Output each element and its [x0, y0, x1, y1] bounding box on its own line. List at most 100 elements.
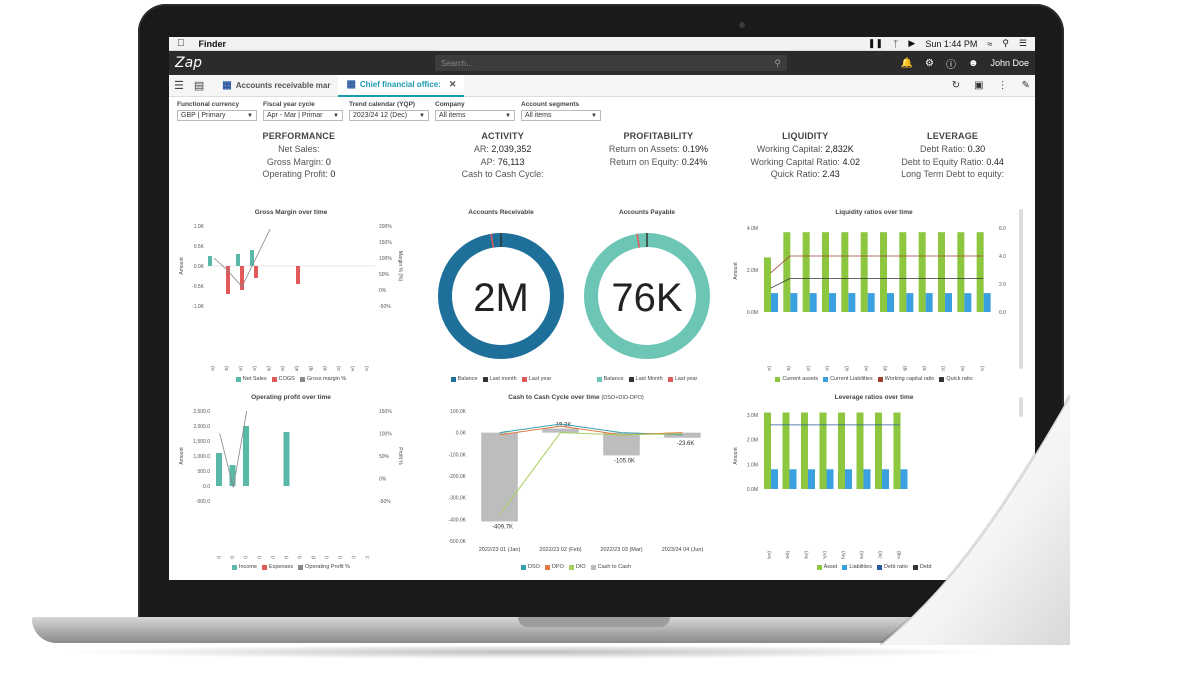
bar-liabilities [808, 469, 815, 489]
tab-chief-financial-officer[interactable]: ▦ Chief financial office: ✕ [338, 74, 465, 97]
user-name[interactable]: John Doe [990, 58, 1029, 68]
legend-item[interactable]: Quick ratio [939, 376, 973, 382]
y-tick-label: 1,000.0 [193, 454, 210, 460]
legend-item[interactable]: Working capital ratio [877, 376, 934, 382]
save-icon[interactable]: ▣ [974, 80, 984, 91]
legend-item[interactable]: DIO [568, 564, 586, 570]
account-segments-select[interactable]: All items ▼ [521, 110, 601, 121]
bluetooth-icon[interactable]: ᛉ [893, 38, 899, 49]
fiscal-year-select[interactable]: Apr - Mar | Primar ▼ [263, 110, 343, 121]
legend-item[interactable]: Debt [912, 564, 931, 570]
pause-icon[interactable]: ❚❚ [867, 38, 884, 48]
y-tick-label: 0.0M [747, 487, 758, 493]
kpi-row: AR: 2,039,352 [474, 143, 532, 156]
chevron-down-icon: ▼ [333, 112, 339, 119]
legend-item[interactable]: Debt ratio [876, 564, 908, 570]
functional-currency-select[interactable]: GBP | Primary ▼ [177, 110, 257, 121]
legend-item[interactable]: Income [231, 564, 257, 570]
kpi-row: Debt Ratio: 0.30 [920, 143, 985, 156]
y-tick-label: 1,500.0 [193, 439, 210, 445]
operating-profit-panel: Operating profit over time 2,500.0 2,000.… [177, 394, 405, 580]
legend-item[interactable]: DSO [521, 564, 540, 570]
volume-icon[interactable]: ▶ [908, 38, 916, 48]
bar-cash-to-cash [542, 428, 579, 433]
y-tick-label: 0.0M [747, 310, 758, 316]
y-tick-label: 2,500.0 [193, 409, 210, 415]
y-tick-label: 1.0K [194, 224, 205, 230]
leverage-chart: 3.0M 2.0M 1.0M 0.0M Amount 2022/23 01 (Jan) 20… [733, 412, 908, 580]
legend-item[interactable]: Cash to Cash [590, 564, 631, 570]
bar-data-label: 19.3K [556, 422, 572, 428]
more-icon[interactable]: ⋮ [997, 80, 1008, 91]
legend-item[interactable]: Liabilities [842, 564, 872, 570]
legend-item[interactable]: Operating Profit % [298, 564, 350, 570]
user-icon[interactable]: ☻ [967, 57, 979, 69]
legend-item[interactable]: Current assets [775, 376, 818, 382]
kpi-label: Quick Ratio: [770, 169, 820, 179]
scrollbar[interactable] [1019, 397, 1023, 417]
search-icon[interactable]: ⚲ [774, 57, 781, 68]
gear-icon[interactable]: ⚙ [924, 57, 934, 69]
legend-item[interactable]: Balance [450, 376, 478, 382]
clock[interactable]: Sun 1:44 PM [925, 38, 978, 49]
document-icon[interactable]: ▤ [193, 80, 205, 92]
x-tick-label: 2022/23 03 (Mar) [600, 547, 642, 553]
chart-title-text: Cash to Cash Cycle over time [508, 394, 600, 401]
kpi-row: Operating Profit: 0 [262, 168, 335, 181]
x-tick-label: 2023/24 08 (Aug) [902, 366, 908, 371]
app-logo[interactable]: Zap [175, 55, 203, 71]
trend-calendar-select[interactable]: 2023/24 12 (Dec) ▼ [349, 110, 429, 121]
x-tick-label: 2022/23 03 (Mar) [243, 556, 249, 559]
legend-label: Asset [823, 564, 838, 570]
legend-label: Gross margin % [306, 376, 347, 382]
y-tick-label: -50% [379, 304, 391, 310]
legend-item[interactable]: Last Month [628, 376, 663, 382]
kpi-row: Cash to Cash Cycle: [462, 168, 544, 181]
menu-list-icon[interactable]: ☰ [1018, 38, 1027, 48]
legend-item[interactable]: DPO [544, 564, 564, 570]
company-select[interactable]: All items ▼ [435, 110, 515, 121]
x-tick-label: 2023/24 06 (Jun) [859, 551, 865, 559]
y-tick-label: 100.0K [450, 409, 467, 415]
x-tick-label: 2023/24 10 (Oct) [337, 556, 343, 559]
edit-icon[interactable]: ✎ [1021, 80, 1030, 91]
legend-swatch [235, 376, 241, 382]
kpi-value: 0.24% [681, 156, 708, 167]
kpi-label: Cash to Cash Cycle: [461, 169, 544, 179]
x-tick-label: 2023/24 09 (Sep) [921, 366, 927, 371]
bell-icon[interactable]: 🔔 [900, 57, 913, 69]
legend-item[interactable]: Gross margin % [299, 376, 347, 382]
legend-item[interactable]: COGS [271, 376, 295, 382]
apple-icon[interactable]:  [177, 38, 185, 49]
legend-item[interactable]: Expenses [261, 564, 293, 570]
bar-current-liabilities [964, 293, 972, 312]
legend-item[interactable]: Balance [596, 376, 624, 382]
kpi-value: 2.43 [822, 169, 840, 179]
y-tick-label: 100% [379, 256, 392, 262]
hamburger-icon[interactable]: ☰ [174, 80, 184, 92]
kpi-label: Net Sales: [278, 144, 320, 154]
y-axis-label: Amount [733, 447, 739, 465]
legend-swatch [842, 564, 848, 570]
filter-account-segments: Account segments All items ▼ [521, 101, 601, 121]
search-input[interactable]: Search... ⚲ [435, 55, 787, 71]
tab-accounts-receivable[interactable]: ▦ Accounts receivable mar [214, 75, 338, 97]
legend-item[interactable]: Asset [816, 564, 838, 570]
refresh-icon[interactable]: ↻ [951, 80, 961, 91]
legend-item[interactable]: Last year [521, 376, 551, 382]
legend-item[interactable]: Current Liabilities [823, 376, 873, 382]
wifi-icon[interactable]: ≈ [987, 38, 993, 49]
help-icon[interactable]: ⓘ [945, 59, 956, 71]
bar-asset [856, 412, 864, 489]
legend-item[interactable]: Net Sales [235, 376, 267, 382]
kpi-row: Return on Equity: 0.24% [610, 156, 708, 169]
bar-liabilities [882, 469, 889, 489]
close-icon[interactable]: ✕ [448, 79, 457, 89]
bar-current-assets [841, 232, 849, 312]
legend-item[interactable]: Last year [667, 376, 697, 382]
spotlight-icon[interactable]: ⚲ [1002, 38, 1009, 48]
scrollbar[interactable] [1019, 209, 1023, 369]
chevron-down-icon: ▼ [505, 112, 511, 119]
legend-item[interactable]: Last month [482, 376, 517, 382]
finder-menu[interactable]: Finder [191, 38, 227, 49]
